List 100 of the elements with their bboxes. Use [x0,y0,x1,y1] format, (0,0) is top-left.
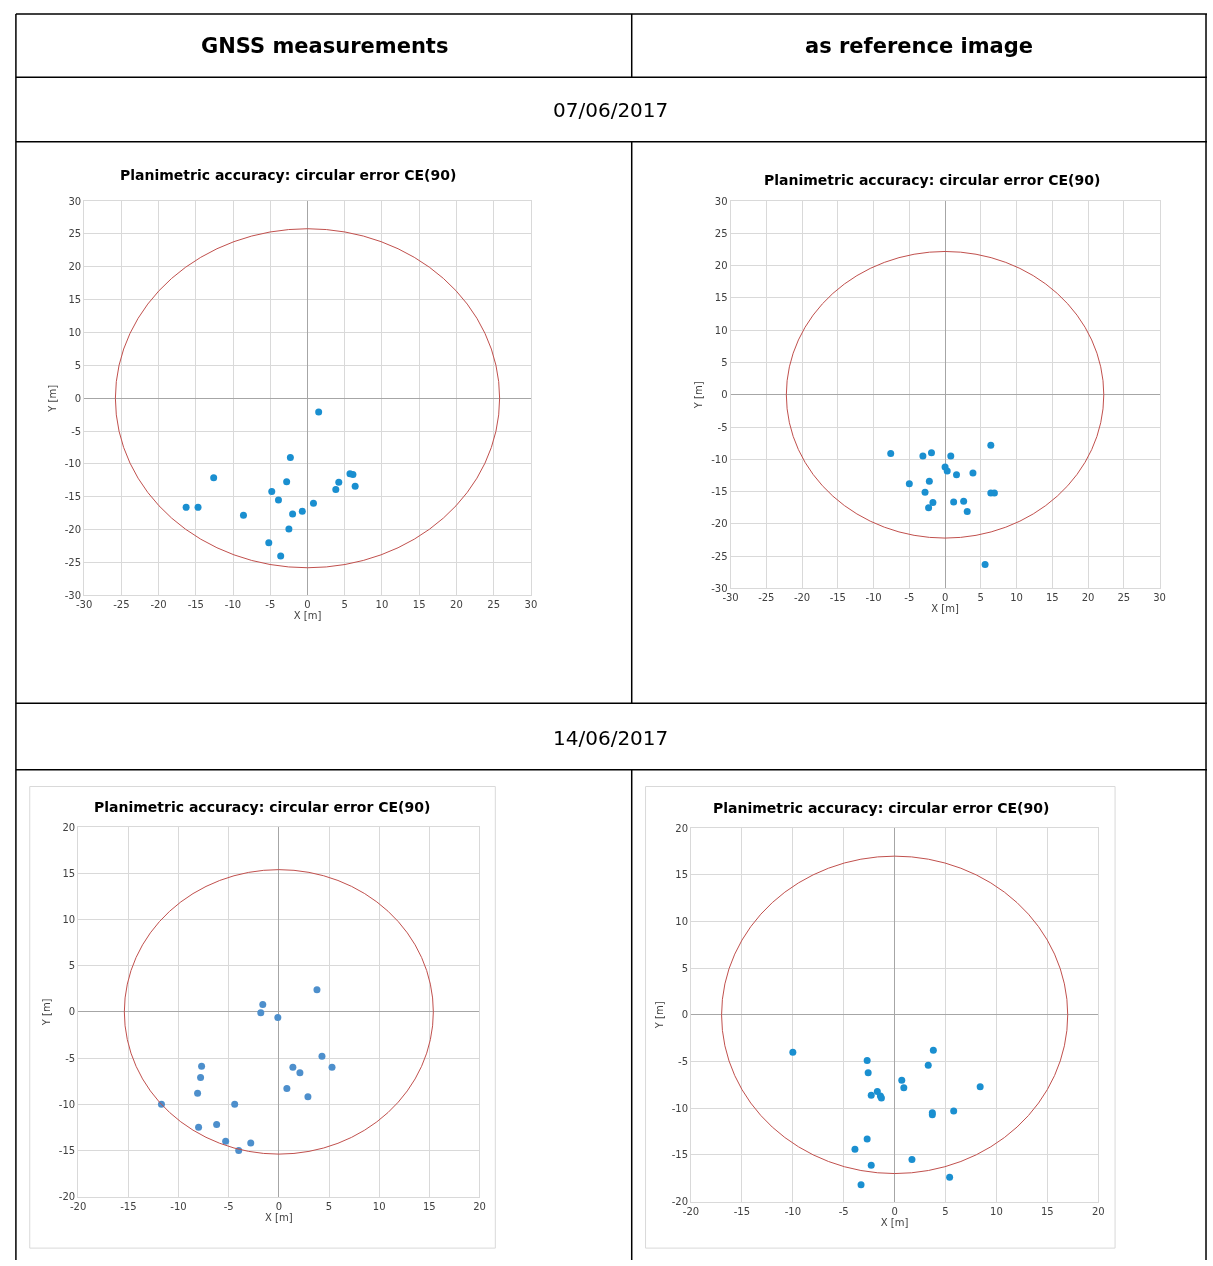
x-tick-label: -15 [120,1200,137,1212]
point [981,561,989,569]
y-tick-label: 10 [714,324,728,336]
x-tick-label: -5 [223,1200,234,1212]
point [283,1085,291,1093]
y-tick-label: 15 [675,869,689,881]
point [953,471,960,479]
point [963,508,971,516]
y-tick-label: -30 [711,582,728,594]
x-tick-label: 20 [473,1200,486,1212]
point [309,499,317,507]
y-tick-label: -5 [717,421,728,433]
x-tick-label: 10 [372,1200,386,1212]
point [298,507,306,515]
point [296,1069,304,1077]
point [976,1083,984,1091]
y-tick-label: -15 [711,486,728,498]
point [315,408,323,416]
y-tick-label: -20 [711,518,728,530]
x-tick-label: 15 [422,1200,436,1212]
y-tick-label: -15 [64,491,82,503]
point [259,1000,267,1008]
point [921,488,929,496]
x-tick-label: 25 [487,599,501,611]
x-axis-title: X [m] [265,1211,293,1223]
x-tick-label: -25 [113,599,130,611]
x-tick-label: 5 [977,592,984,604]
x-tick-label: -5 [904,592,915,604]
point [919,452,927,460]
x-tick-label: 20 [1091,1205,1105,1217]
x-tick-label: -15 [733,1205,751,1217]
chart-title: Planimetric accuracy: circular error CE(90) [94,799,431,815]
point [328,1063,336,1071]
x-tick-label: -20 [793,592,811,604]
y-tick-label: 15 [68,294,82,306]
x-tick-label: -5 [265,599,276,611]
text: 14/06/2017 [553,726,669,750]
y-tick-label: 0 [721,389,728,401]
text: as reference image [805,34,1034,58]
point [947,452,955,460]
x-tick-label: 10 [1010,592,1023,604]
point [274,496,282,504]
point [257,1009,265,1017]
point [285,525,293,533]
point [210,474,218,482]
point [946,1173,954,1181]
point [332,486,340,494]
x-tick-label: 15 [412,599,426,611]
y-tick-label: 0 [68,1006,76,1018]
point [335,478,343,486]
y-axis-title: Y [m] [653,1001,665,1030]
text: GNSS measurements [201,34,449,58]
point [197,1073,205,1081]
point [194,503,202,511]
x-tick-label: 0 [304,599,311,611]
x-tick-label: 15 [1041,1205,1054,1217]
point [351,482,359,490]
x-tick-label: -25 [758,592,775,604]
point [194,1089,202,1097]
x-tick-label: -10 [784,1205,802,1217]
point [927,449,935,457]
y-tick-label: -10 [58,1098,76,1110]
point [304,1093,312,1101]
point [898,1076,906,1084]
y-tick-label: -5 [678,1056,689,1068]
point [987,441,995,449]
y-tick-label: -10 [671,1102,689,1114]
x-tick-label: 20 [1081,592,1095,604]
point [283,478,291,486]
point [289,510,297,518]
point [182,503,190,511]
x-tick-label: -15 [187,599,204,611]
point [195,1123,203,1131]
text: 07/06/2017 [553,98,669,122]
point [789,1048,797,1056]
y-axis-title: Y [m] [46,384,58,413]
y-tick-label: 15 [62,867,76,879]
point [887,450,895,458]
point [239,511,247,519]
x-tick-label: 10 [990,1205,1003,1217]
x-tick-label: 30 [1153,592,1166,604]
x-tick-label: 10 [375,599,389,611]
point [198,1062,206,1070]
point [925,477,933,485]
x-axis-title: X [m] [880,1216,909,1228]
point [929,499,937,507]
y-tick-label: 30 [714,195,728,207]
x-tick-label: 15 [1045,592,1059,604]
y-tick-label: -25 [711,550,728,562]
y-tick-label: 5 [74,359,82,371]
point [943,467,951,475]
y-tick-label: 30 [68,195,82,207]
y-axis-title: Y [m] [40,998,52,1027]
point [286,453,294,461]
y-tick-label: 20 [675,822,689,834]
y-tick-label: 10 [62,914,76,926]
y-tick-label: -10 [711,453,728,465]
y-tick-label: -15 [671,1149,689,1161]
x-tick-label: -5 [838,1205,849,1217]
y-tick-label: 20 [62,821,76,833]
